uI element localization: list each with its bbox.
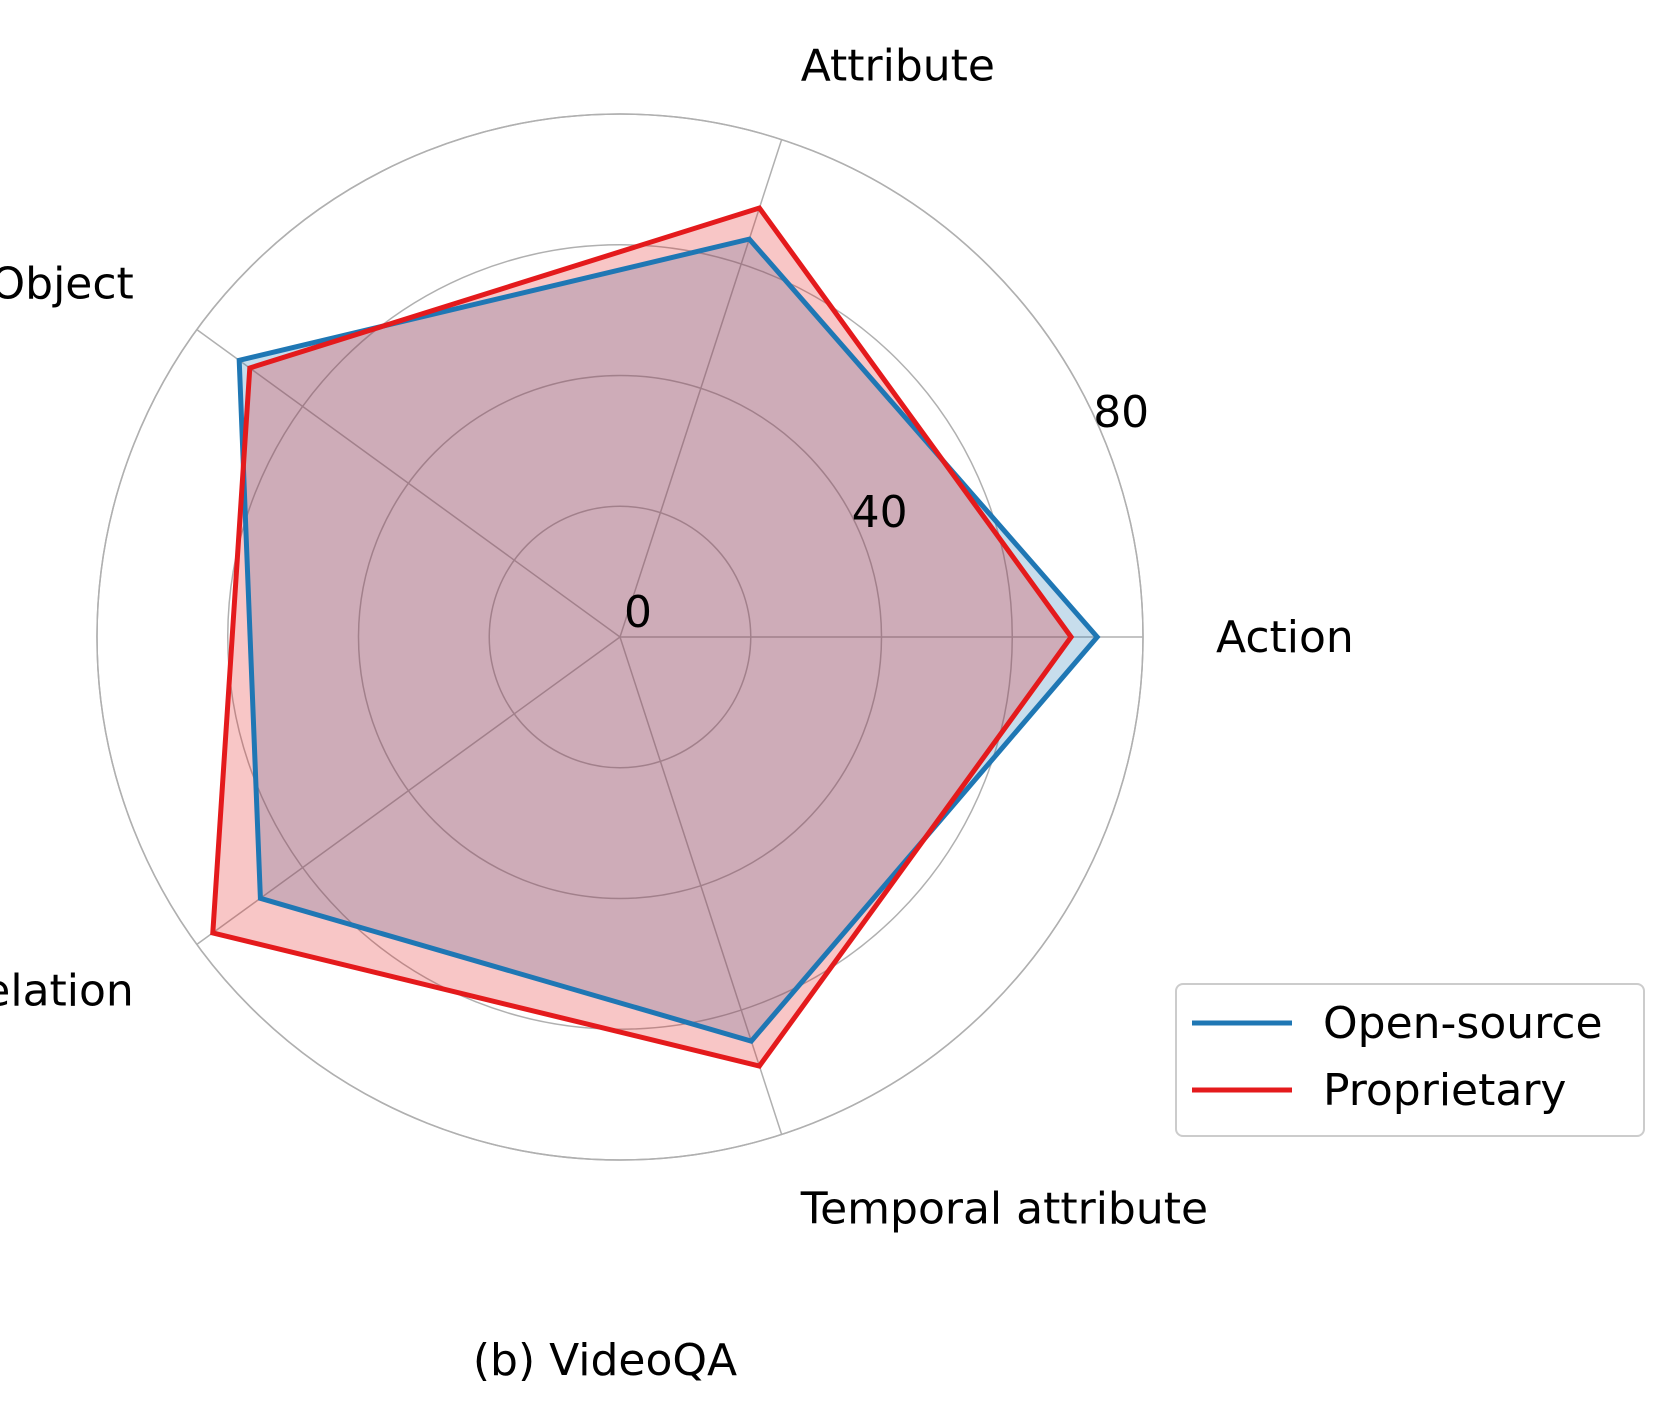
spoke-attribute bbox=[619, 139, 783, 638]
category-label-relation: Relation bbox=[0, 965, 134, 1016]
spoke-relation bbox=[196, 636, 621, 946]
legend: Open-source Proprietary bbox=[1175, 983, 1645, 1137]
radar-grid bbox=[96, 113, 1144, 1161]
category-labels: Action Attribute Object Relation Temporal at… bbox=[0, 40, 1354, 1234]
chart-caption: (b) VideoQA bbox=[473, 1335, 737, 1386]
radial-tick-80: 80 bbox=[1093, 387, 1149, 438]
radial-tick-40: 40 bbox=[852, 487, 908, 538]
category-label-object: Object bbox=[0, 259, 134, 310]
category-label-action: Action bbox=[1216, 612, 1354, 663]
spoke-object bbox=[196, 328, 621, 638]
legend-label-open-source: Open-source bbox=[1323, 998, 1603, 1049]
legend-frame bbox=[1175, 983, 1645, 1137]
series-line-open-source bbox=[236, 236, 1101, 1044]
series-line-proprietary bbox=[210, 205, 1075, 1069]
spoke-temporal-attribute bbox=[619, 636, 783, 1135]
series-fill-open-source bbox=[239, 239, 1098, 1042]
legend-label-proprietary: Proprietary bbox=[1323, 1065, 1566, 1116]
radial-tick-0: 0 bbox=[624, 587, 652, 638]
radar-series bbox=[210, 205, 1101, 1069]
category-label-attribute: Attribute bbox=[801, 40, 995, 91]
category-label-temporal-attribute: Temporal attribute bbox=[800, 1184, 1208, 1235]
radial-tick-labels: 0 40 80 bbox=[624, 387, 1149, 638]
series-fill-proprietary bbox=[212, 208, 1072, 1066]
